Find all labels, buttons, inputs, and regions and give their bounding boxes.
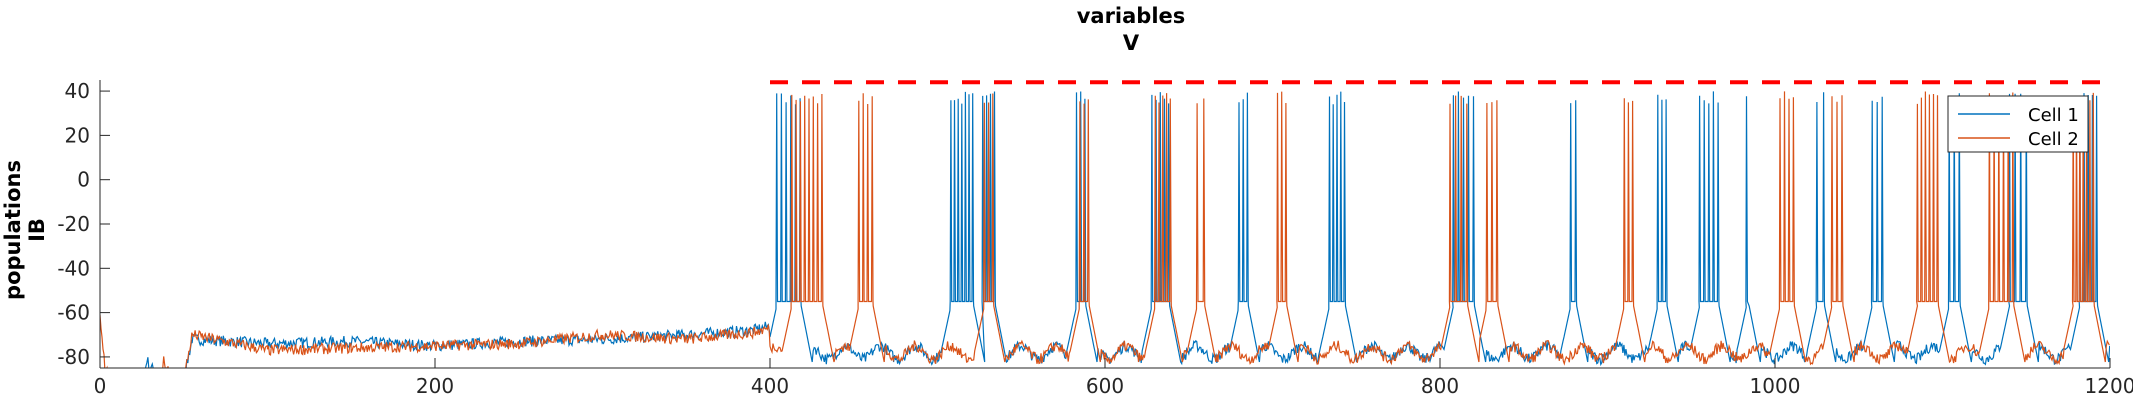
x-tick-label: 800 (1421, 374, 1459, 398)
y-tick-label: -20 (57, 212, 90, 236)
x-tick-label: 1200 (2085, 374, 2133, 398)
legend-box (1947, 95, 2089, 153)
y-tick-label: -40 (57, 256, 90, 280)
y-tick-label: -80 (57, 345, 90, 369)
x-tick-label: 1000 (1750, 374, 1801, 398)
y-tick-label: -60 (57, 301, 90, 325)
y-tick-label: 20 (65, 123, 90, 147)
legend-label-cell-1: Cell 1 (2028, 105, 2079, 126)
x-tick-label: 600 (1086, 374, 1124, 398)
legend-label-cell-2: Cell 2 (2028, 129, 2079, 150)
legend: Cell 1 Cell 2 (1947, 95, 2089, 153)
y-tick-label: 0 (77, 168, 90, 192)
y-tick-label: 40 (65, 79, 90, 103)
plot-area (100, 80, 2110, 368)
series-line-cell-2 (100, 91, 2110, 368)
x-tick-label: 400 (751, 374, 789, 398)
labels: variables V populations IB (1, 4, 1185, 300)
chart-title-line-1: variables (1077, 4, 1186, 28)
y-axis-label-line-2: IB (25, 218, 49, 242)
chart-title-line-2: V (1123, 31, 1140, 55)
y-axis-label-line-1: populations (1, 160, 25, 300)
x-tick-label: 200 (416, 374, 454, 398)
x-tick-label: 0 (94, 374, 107, 398)
series-line-cell-1 (144, 91, 2110, 368)
